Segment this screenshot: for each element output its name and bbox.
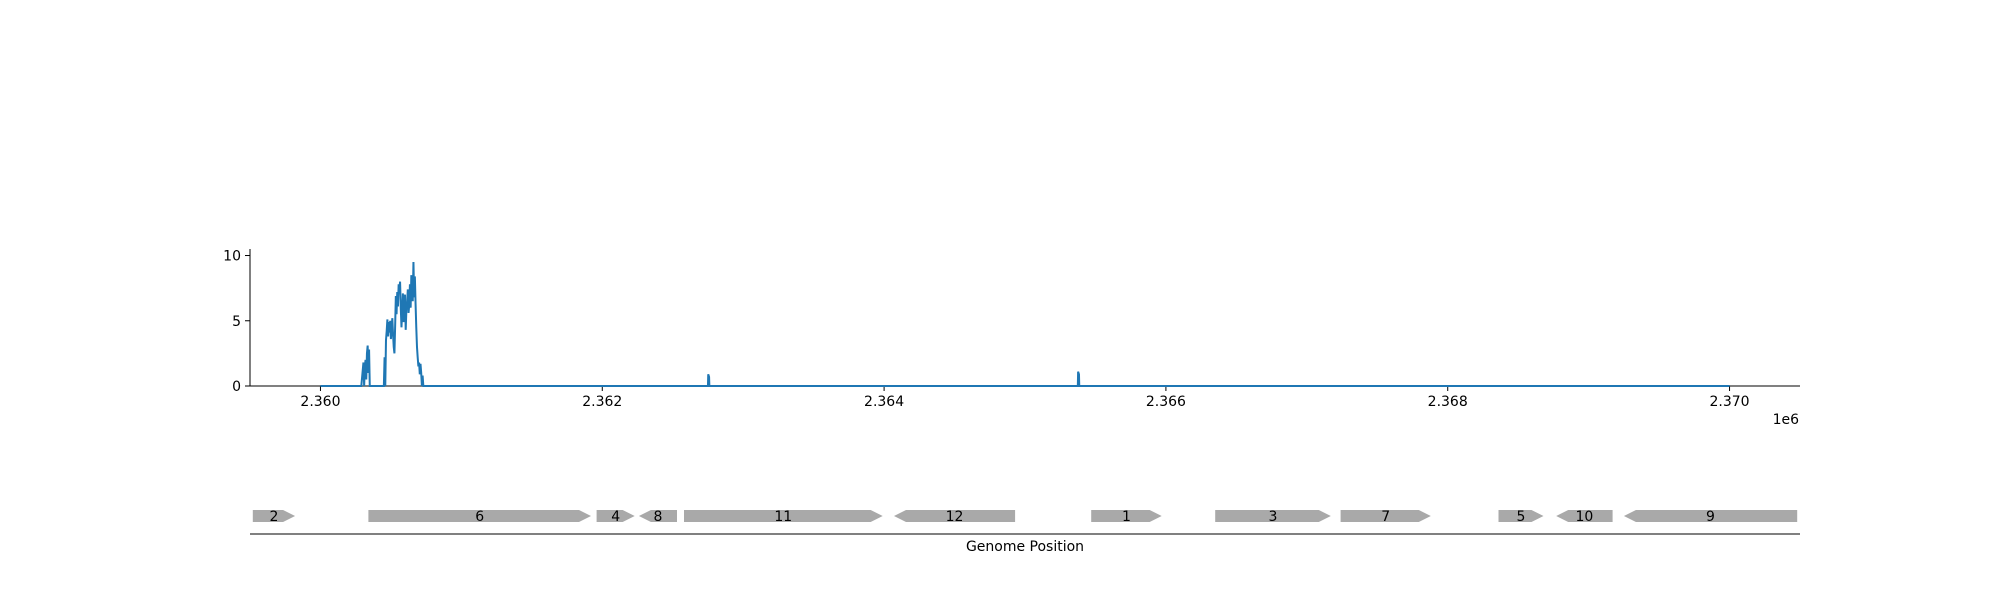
x-tick-label: 2.368 bbox=[1428, 394, 1468, 410]
gene-arrow-6 bbox=[368, 510, 591, 522]
gene-label: 9 bbox=[1706, 509, 1715, 525]
x-axis-label: Genome Position bbox=[966, 539, 1084, 555]
gene-label: 11 bbox=[774, 509, 792, 525]
gene-label: 3 bbox=[1269, 509, 1278, 525]
y-tick-label: 10 bbox=[223, 249, 241, 265]
gene-arrow-9 bbox=[1623, 510, 1798, 522]
gene-label: 8 bbox=[653, 509, 662, 525]
x-tick-label: 2.364 bbox=[864, 394, 904, 410]
y-tick-label: 0 bbox=[232, 379, 241, 395]
gene-arrow-2 bbox=[252, 510, 296, 522]
gene-arrow-1 bbox=[1091, 510, 1162, 522]
coverage-plot: 0 5 10 2.360 2.362 2.364 2.366 2.368 2.370 1e6 bbox=[223, 249, 1800, 428]
gene-annotation-track: 2 6 4 8 11 12 1 3 7 5 10 9 Genome Position bbox=[250, 509, 1800, 555]
gene-arrow-10 bbox=[1556, 510, 1613, 522]
gene-arrow-8 bbox=[638, 510, 677, 522]
gene-arrow-12 bbox=[894, 510, 1016, 522]
y-tick-label: 5 bbox=[232, 314, 241, 330]
gene-arrows: 2 6 4 8 11 12 1 3 7 5 10 9 bbox=[252, 509, 1798, 525]
x-tick-label: 2.366 bbox=[1146, 394, 1186, 410]
y-axis-ticks: 0 5 10 bbox=[223, 249, 250, 395]
gene-arrow-4 bbox=[596, 510, 635, 522]
gene-label: 10 bbox=[1575, 509, 1593, 525]
x-tick-label: 2.370 bbox=[1709, 394, 1749, 410]
x-tick-label: 2.360 bbox=[300, 394, 340, 410]
x-tick-label: 2.362 bbox=[582, 394, 622, 410]
gene-label: 5 bbox=[1517, 509, 1526, 525]
gene-label: 2 bbox=[270, 509, 279, 525]
gene-label: 12 bbox=[946, 509, 964, 525]
gene-arrow-5 bbox=[1498, 510, 1544, 522]
coverage-series-line bbox=[320, 262, 1730, 387]
gene-arrow-3 bbox=[1215, 510, 1331, 522]
gene-label: 1 bbox=[1122, 509, 1131, 525]
gene-label: 6 bbox=[475, 509, 484, 525]
gene-arrow-7 bbox=[1340, 510, 1431, 522]
x-axis-ticks: 2.360 2.362 2.364 2.366 2.368 2.370 bbox=[300, 386, 1750, 410]
gene-label: 7 bbox=[1381, 509, 1390, 525]
gene-label: 4 bbox=[611, 509, 620, 525]
x-offset-label: 1e6 bbox=[1773, 412, 1800, 428]
gene-arrow-11 bbox=[684, 510, 883, 522]
